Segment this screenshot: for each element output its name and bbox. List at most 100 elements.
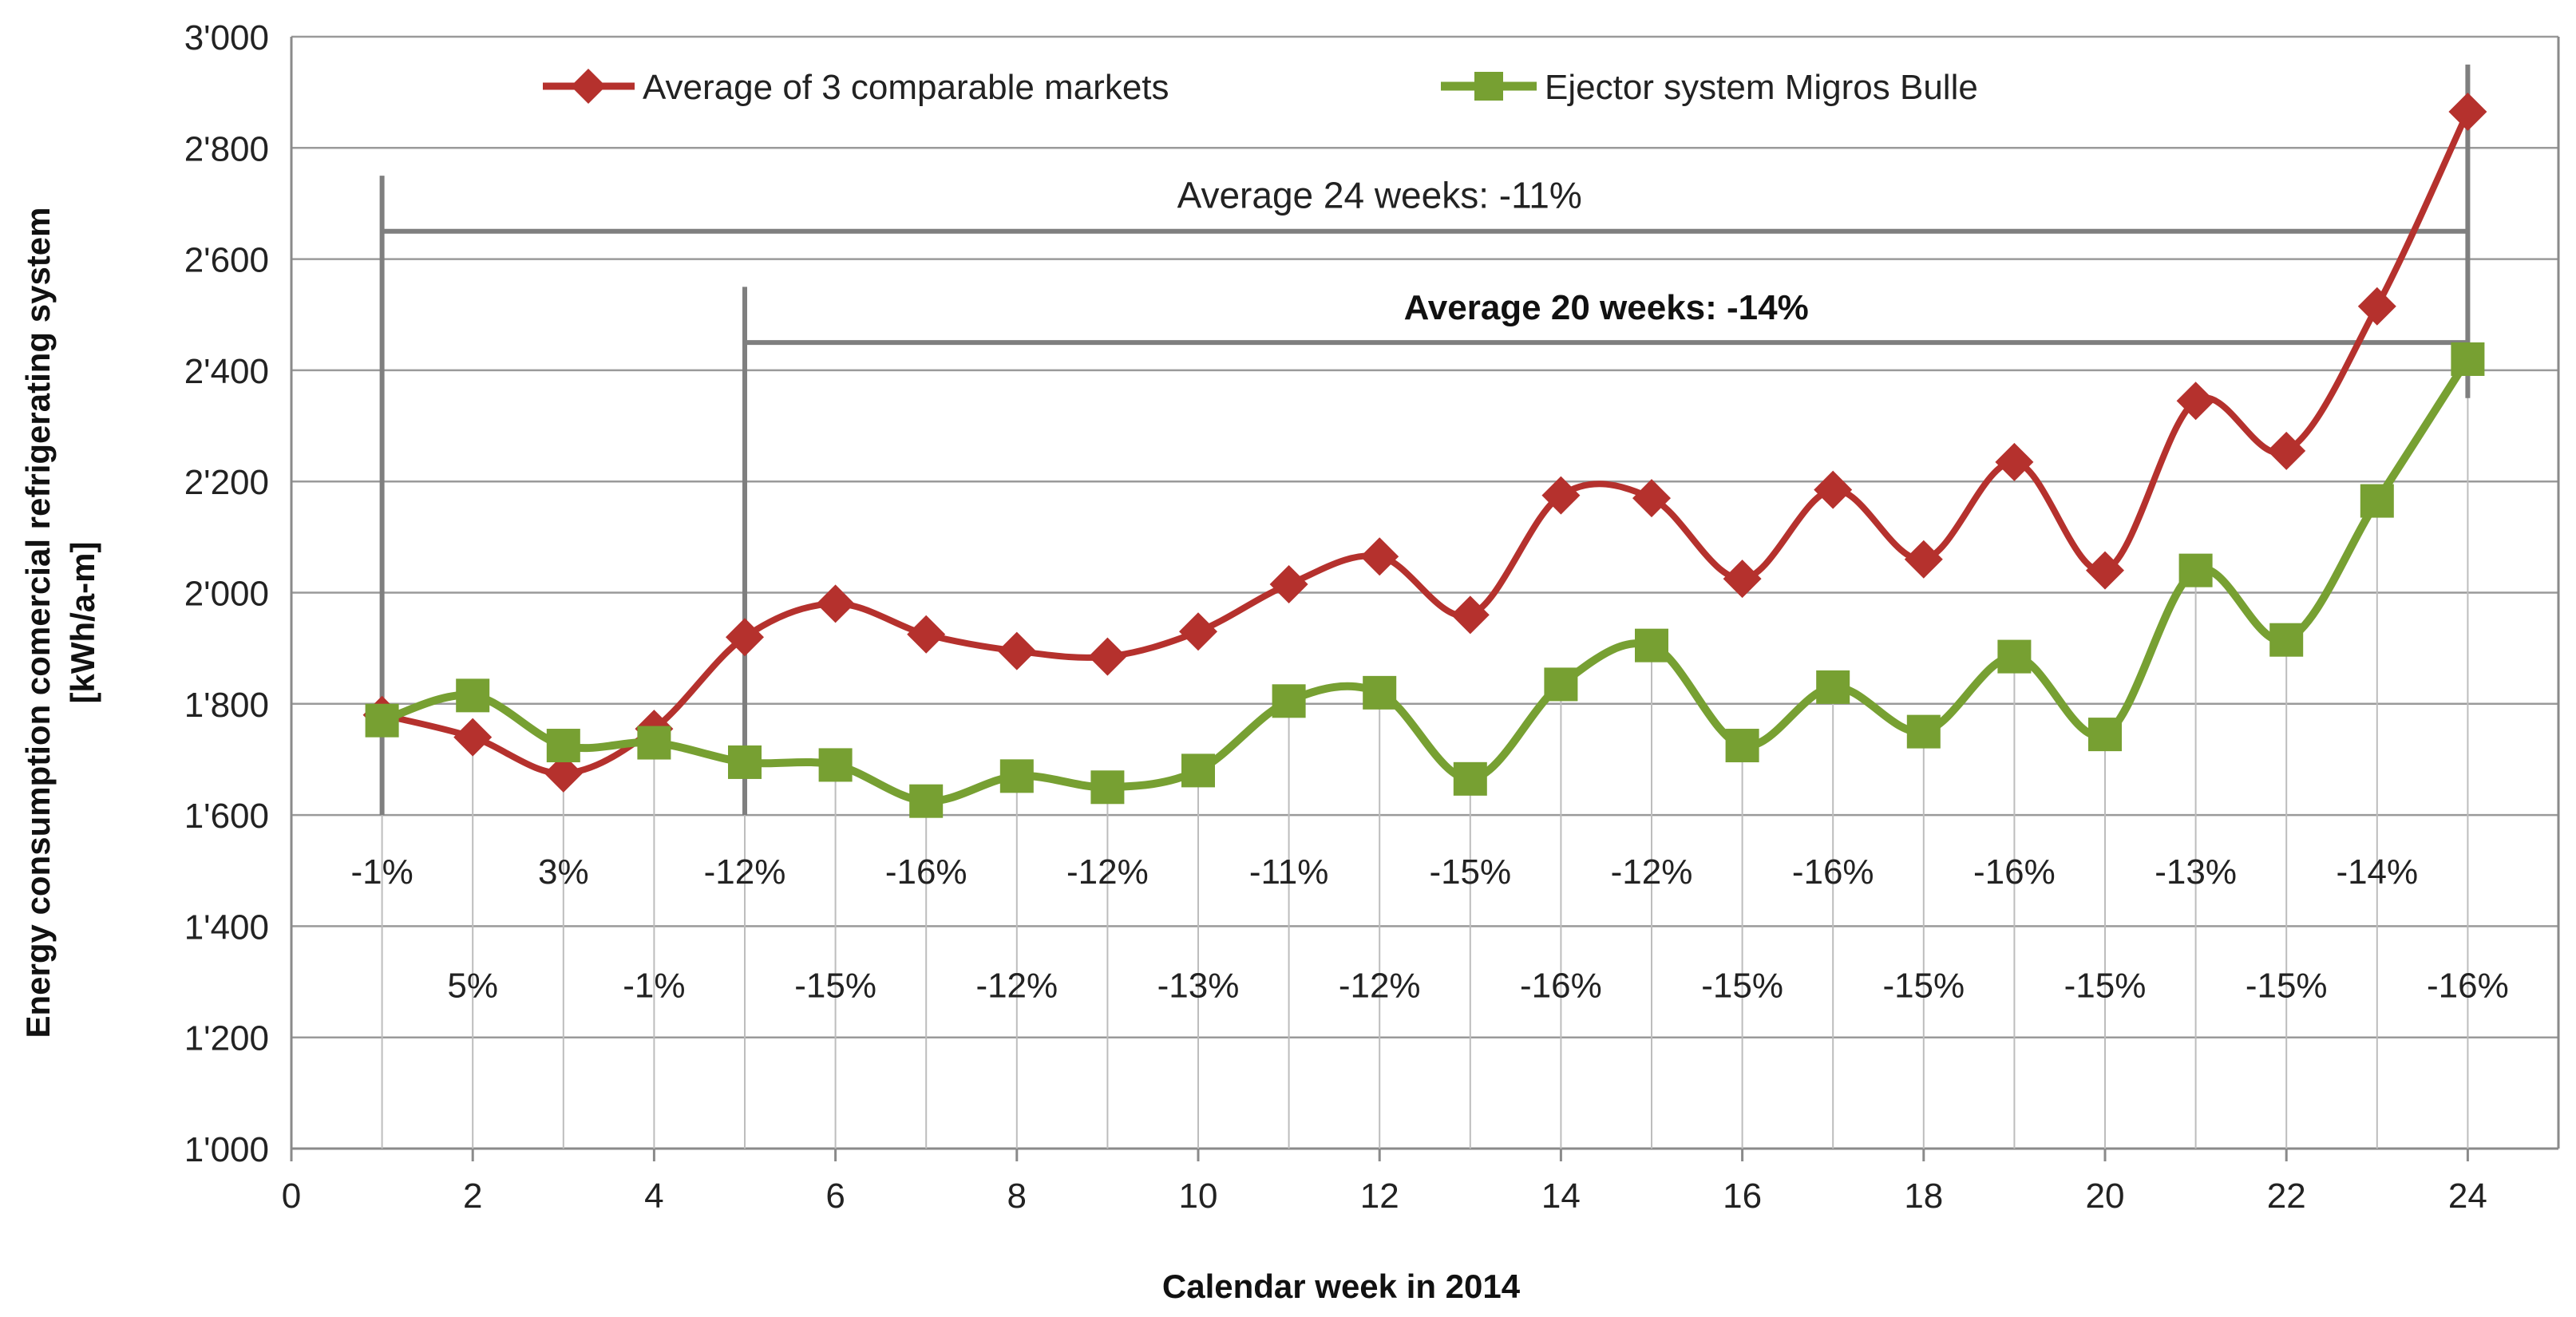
- weekly-diff-label: -13%: [2155, 852, 2237, 892]
- data-point-square: [2451, 342, 2485, 376]
- x-tick-label: 14: [1541, 1177, 1581, 1216]
- average-label: Average 20 weeks: -14%: [1404, 288, 1809, 327]
- data-point-square: [2088, 718, 2122, 752]
- weekly-diff-label: -15%: [2064, 967, 2147, 1006]
- weekly-diff-label: -16%: [2427, 967, 2509, 1006]
- x-tick-label: 4: [644, 1177, 663, 1216]
- data-point-square: [909, 784, 944, 818]
- data-point-square: [1453, 761, 1487, 796]
- x-tick-label: 20: [2086, 1177, 2125, 1216]
- x-tick-label: 16: [1723, 1177, 1762, 1216]
- x-axis-title: Calendar week in 2014: [1162, 1268, 1521, 1305]
- data-point-diamond: [1995, 442, 2034, 481]
- data-point-diamond: [544, 753, 583, 793]
- data-point-square: [365, 703, 399, 738]
- weekly-diff-label: -14%: [2336, 852, 2418, 892]
- weekly-diff-label: -12%: [975, 967, 1058, 1006]
- y-tick-label: 2'400: [184, 352, 269, 391]
- data-point-diamond: [726, 618, 764, 657]
- data-point-diamond: [1269, 565, 1308, 604]
- x-tick-label: 18: [1904, 1177, 1943, 1216]
- legend-marker-square: [1474, 72, 1503, 101]
- weekly-diff-label: -16%: [1520, 967, 1602, 1006]
- weekly-diff-label: -13%: [1157, 967, 1240, 1006]
- data-point-diamond: [1360, 537, 1399, 576]
- y-axis-title-line1: Energy consumption comercial refrigerati…: [19, 208, 57, 1038]
- series-line-average-markets: [381, 110, 2471, 777]
- weekly-diff-label: -12%: [704, 852, 786, 892]
- weekly-diff-label: -12%: [1339, 967, 1421, 1006]
- data-point-diamond: [1814, 470, 1853, 509]
- data-point-square: [2178, 553, 2213, 587]
- y-axis-title-line2: [kWh/a-m]: [64, 542, 101, 704]
- y-tick-label: 2'600: [184, 241, 269, 280]
- x-tick-label: 12: [1360, 1177, 1399, 1216]
- data-point-square: [1181, 753, 1215, 788]
- average-label: Average 24 weeks: -11%: [1177, 175, 1582, 216]
- y-tick-label: 2'200: [184, 463, 269, 502]
- data-point-diamond: [2176, 382, 2215, 421]
- x-tick-label: 6: [825, 1177, 845, 1216]
- data-point-diamond: [1632, 479, 1671, 518]
- x-tick-label: 2: [463, 1177, 482, 1216]
- data-point-diamond: [1450, 595, 1490, 635]
- data-point-diamond: [1541, 476, 1581, 515]
- data-point-square: [1544, 667, 1578, 702]
- x-tick-label: 10: [1179, 1177, 1218, 1216]
- weekly-diff-label: -1%: [623, 967, 685, 1006]
- weekly-diff-label: -16%: [1792, 852, 1874, 892]
- data-point-diamond: [1723, 560, 1762, 599]
- data-point-diamond: [2357, 287, 2396, 326]
- weekly-diff-label: -12%: [1066, 852, 1149, 892]
- weekly-diff-label: -15%: [1429, 852, 1511, 892]
- y-tick-label: 1'200: [184, 1019, 269, 1058]
- data-point-square: [456, 678, 490, 713]
- weekly-diff-label: -15%: [2246, 967, 2328, 1006]
- weekly-diff-label: -15%: [1701, 967, 1783, 1006]
- data-point-diamond: [2448, 93, 2487, 132]
- data-point-square: [2269, 623, 2304, 657]
- data-point-diamond: [1179, 612, 1217, 651]
- legend-marker-diamond: [571, 69, 606, 104]
- weekly-diff-label: -16%: [885, 852, 967, 892]
- data-point-square: [2360, 484, 2394, 518]
- data-point-square: [1090, 770, 1125, 805]
- y-tick-label: 1'400: [184, 908, 269, 947]
- y-tick-label: 2'800: [184, 129, 269, 168]
- data-point-square: [999, 759, 1034, 793]
- series-line-ejector-system: [381, 357, 2471, 805]
- weekly-diff-label: -15%: [1882, 967, 1965, 1006]
- axis-layer: 1'000 1'200 1'400 1'600 1'800 2'000 2'200 2'400…: [184, 18, 2560, 1216]
- x-tick-label: 24: [2448, 1177, 2487, 1216]
- weekly-diff-label: -15%: [794, 967, 876, 1006]
- data-point-diamond: [816, 584, 855, 623]
- series-layer: [362, 93, 2487, 818]
- label-layer: -1% 3% -12% -16% -12% -11% -15% -12% -16% -16% -13…: [350, 852, 2508, 1006]
- weekly-diff-label: 5%: [447, 967, 498, 1006]
- weekly-diff-label: 3%: [538, 852, 589, 892]
- data-point-square: [728, 745, 762, 779]
- data-point-square: [546, 729, 580, 763]
- x-tick-label: 0: [282, 1177, 301, 1216]
- data-point-square: [1635, 628, 1668, 662]
- y-tick-label: 2'000: [184, 575, 269, 614]
- data-point-square: [818, 748, 853, 782]
- x-tick-label: 8: [1007, 1177, 1027, 1216]
- data-point-square: [1363, 675, 1397, 710]
- data-point-diamond: [1088, 637, 1127, 676]
- y-tick-label: 3'000: [184, 18, 269, 57]
- y-tick-label: 1'000: [184, 1130, 269, 1169]
- legend-label-average-markets: Average of 3 comparable markets: [643, 68, 1169, 107]
- annotation-layer: Average 24 weeks: -11% Average 20 weeks: …: [379, 64, 2471, 1149]
- data-point-square: [637, 726, 671, 760]
- data-point-diamond: [2086, 551, 2124, 590]
- weekly-diff-label: -1%: [350, 852, 413, 892]
- weekly-diff-label: -12%: [1611, 852, 1693, 892]
- x-tick-label: 22: [2267, 1177, 2306, 1216]
- weekly-diff-label: -11%: [1249, 852, 1328, 892]
- data-point-square: [1906, 714, 1941, 749]
- y-tick-label: 1'600: [184, 797, 269, 836]
- weekly-diff-label: -16%: [1973, 852, 2056, 892]
- data-point-diamond: [453, 718, 493, 757]
